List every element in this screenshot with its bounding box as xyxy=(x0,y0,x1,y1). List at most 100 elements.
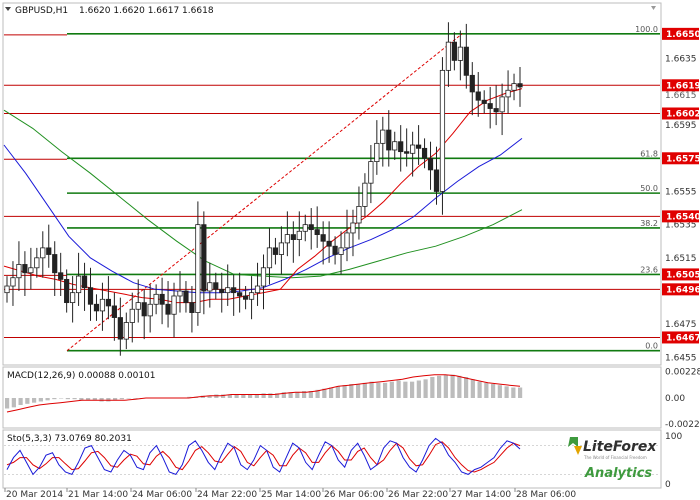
candle-body xyxy=(81,275,88,289)
candle-body xyxy=(123,322,129,340)
candle-body xyxy=(177,290,183,297)
candle-body xyxy=(284,234,290,244)
macd-tick-label: 0.00 xyxy=(665,394,685,404)
candle-body xyxy=(129,308,135,323)
candle-body xyxy=(225,287,231,294)
macd-histogram-bar xyxy=(457,375,462,398)
macd-histogram-bar xyxy=(106,398,111,402)
candle-body xyxy=(248,292,255,300)
macd-histogram-bar xyxy=(221,394,226,398)
macd-histogram-bar xyxy=(322,388,327,398)
macd-histogram-bar xyxy=(295,392,300,398)
candle-body xyxy=(332,245,338,255)
dropdown-arrow-icon[interactable] xyxy=(651,6,656,10)
stochastic-main-line xyxy=(6,437,521,476)
candle-body xyxy=(40,247,46,259)
macd-signal-line xyxy=(6,374,521,413)
macd-histogram-bar xyxy=(11,398,16,408)
macd-histogram-bar xyxy=(410,381,415,398)
price-level-tag-label: 1.6650 xyxy=(666,30,700,40)
macd-histogram-bar xyxy=(133,398,138,399)
candle-body xyxy=(433,169,440,192)
candle-body xyxy=(362,182,368,207)
macd-histogram-bar xyxy=(5,398,10,409)
price-tick-label: 1.6535 xyxy=(665,221,697,231)
candle-body xyxy=(415,144,422,149)
stochastic-title: Sto(5,3,3) 73.0769 80.2031 xyxy=(7,434,132,444)
candles-layer xyxy=(4,22,523,356)
macd-histogram-bar xyxy=(288,392,293,398)
price-level-tag-label: 1.6619 xyxy=(666,81,700,91)
candle-body xyxy=(34,257,40,269)
candle-body xyxy=(64,278,70,304)
price-level-tag-label: 1.6496 xyxy=(666,285,700,295)
macd-histogram-bar xyxy=(119,398,124,400)
fib-level-label: 61.8 xyxy=(640,149,658,158)
candle-body xyxy=(10,277,16,287)
macd-histogram-bar xyxy=(389,381,394,398)
logo-triangle-icon xyxy=(574,446,582,455)
price-level-tag-label: 1.6467 xyxy=(666,333,700,343)
price-level-tag xyxy=(662,268,699,281)
symbol-title: GBPUSD,H1 xyxy=(15,6,68,16)
price-tick-label: 1.6635 xyxy=(665,55,697,65)
time-tick-label: 24 Mar 06:00 xyxy=(132,490,192,500)
price-level-tag-label: 1.6575 xyxy=(666,154,700,164)
macd-histogram-bar xyxy=(369,381,374,398)
brand-name: LiteForex xyxy=(583,439,657,455)
candle-body xyxy=(356,205,362,224)
candle-body xyxy=(75,275,82,294)
time-tick-label: 24 Mar 22:00 xyxy=(197,490,257,500)
macd-histogram-bar xyxy=(349,384,354,398)
candle-body xyxy=(326,240,332,247)
candle-body xyxy=(302,224,308,232)
liteforex-logo: LiteForex The World of Financial Freedom… xyxy=(568,437,657,481)
macd-histogram-bar xyxy=(113,398,118,401)
stochastic-tick-label: 100 xyxy=(665,432,682,442)
price-level-tag xyxy=(662,152,699,165)
candle-body xyxy=(117,317,123,340)
candle-body xyxy=(195,224,201,313)
candle-body xyxy=(380,129,386,144)
brand-tagline: The World of Financial Freedom xyxy=(583,455,647,460)
candle-body xyxy=(278,242,284,255)
macd-histogram-bar xyxy=(430,377,435,398)
macd-histogram-bar xyxy=(504,386,509,398)
candle-body xyxy=(410,144,416,154)
candle-body xyxy=(254,285,261,294)
candle-body xyxy=(344,232,350,249)
collapse-triangle-icon[interactable] xyxy=(5,7,11,11)
macd-histogram-bar xyxy=(450,374,455,398)
candle-body xyxy=(314,229,320,235)
candle-body xyxy=(266,247,273,269)
candle-body xyxy=(171,295,177,315)
candle-body xyxy=(469,74,475,93)
macd-histogram-bar xyxy=(477,381,482,398)
price-tick-label-partial: 1.6615 xyxy=(665,91,697,101)
macd-histogram-bar xyxy=(308,391,313,398)
candle-body xyxy=(201,224,207,292)
candle-body xyxy=(493,108,499,113)
macd-histogram-bar xyxy=(248,394,253,398)
candle-body xyxy=(219,288,225,294)
candle-body xyxy=(457,46,463,61)
macd-histogram-bar xyxy=(72,398,77,400)
price-tick-label: 1.6455 xyxy=(665,353,697,363)
fib-level-label: 23.6 xyxy=(640,265,658,274)
price-level-tag xyxy=(662,107,699,120)
macd-histogram-bar xyxy=(45,398,50,401)
price-level-tag-label: 1.6602 xyxy=(666,109,700,119)
candle-body xyxy=(147,303,153,317)
macd-histogram-bar xyxy=(79,398,84,401)
price-panel-frame xyxy=(2,2,662,366)
macd-histogram-bar xyxy=(92,398,97,401)
candle-body xyxy=(93,303,100,312)
candle-body xyxy=(404,151,410,154)
macd-histogram-bar xyxy=(99,398,104,402)
price-level-tag-label: 1.6505 xyxy=(666,270,700,280)
macd-histogram-bar xyxy=(25,398,30,404)
candle-body xyxy=(451,41,457,61)
time-tick-label: 28 Mar 06:00 xyxy=(516,490,576,500)
